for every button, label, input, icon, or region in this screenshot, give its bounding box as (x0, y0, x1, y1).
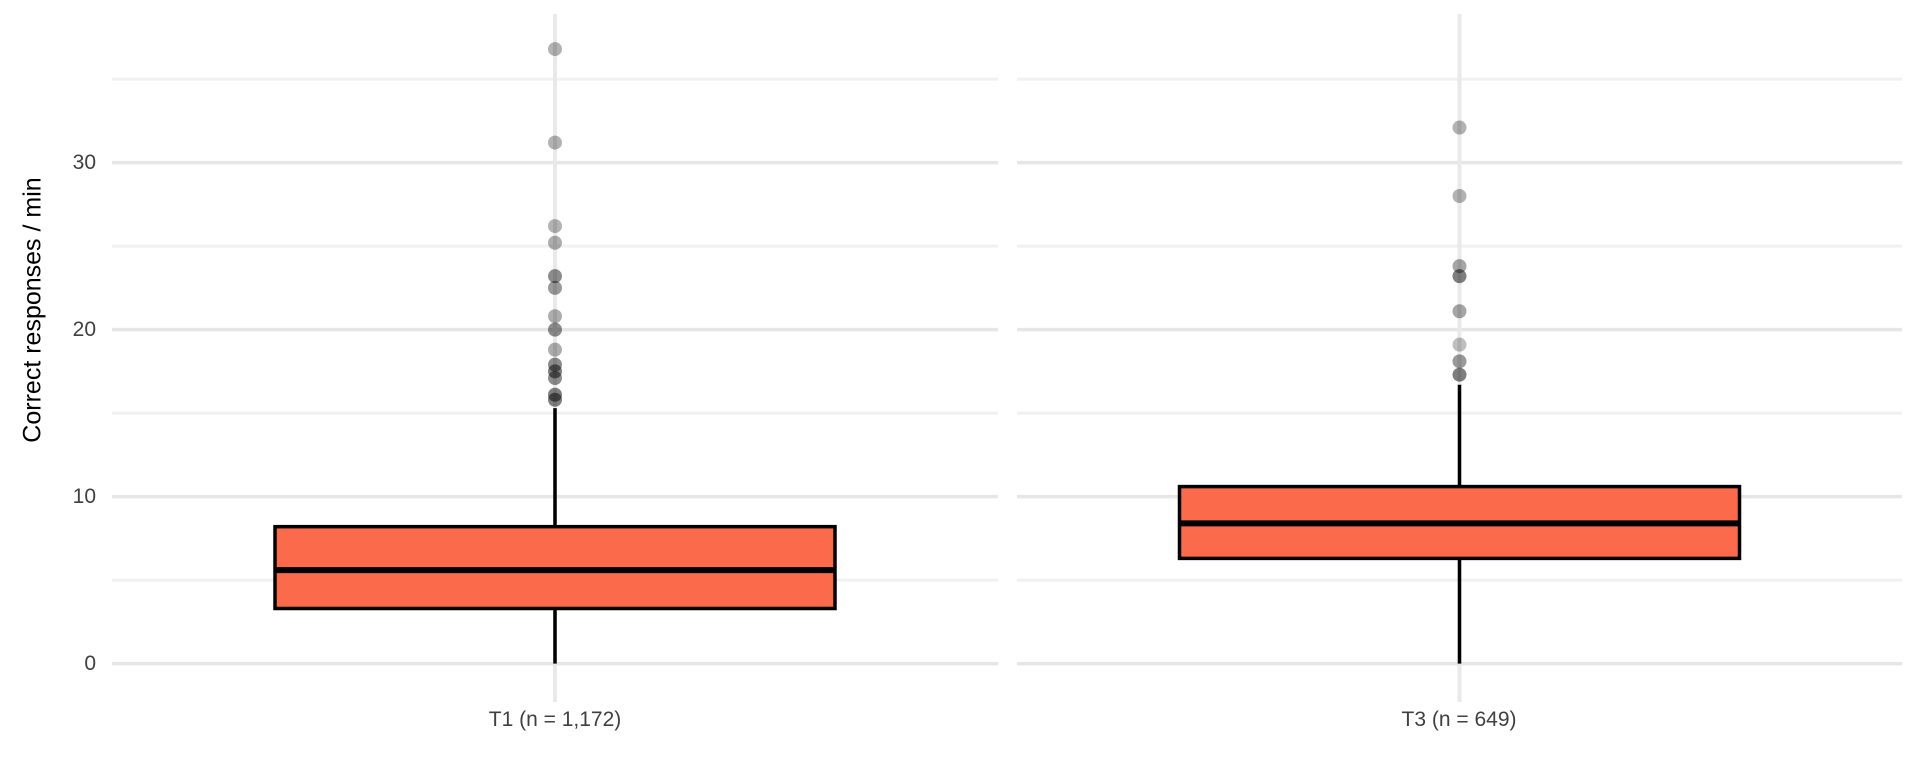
y-tick-label: 0 (84, 651, 96, 675)
outlier-point (1452, 337, 1467, 352)
y-axis-title: Correct responses / min (18, 177, 47, 443)
outlier-point (548, 309, 562, 324)
y-tick-label: 20 (72, 317, 96, 341)
x-axis-label-t3: T3 (n = 649) (1401, 708, 1517, 731)
y-tick-label: 10 (72, 484, 96, 508)
outlier-point (548, 269, 562, 284)
x-axis-label-t1: T1 (n = 1,172) (488, 708, 622, 731)
outlier-point (548, 42, 562, 57)
outlier-point (548, 219, 562, 234)
outlier-point (548, 322, 562, 337)
y-tick-label: 30 (72, 150, 96, 174)
outlier-point (548, 392, 562, 407)
outlier-point (548, 342, 562, 357)
outlier-point (548, 371, 562, 386)
outlier-point (1452, 367, 1467, 382)
outlier-point (548, 135, 562, 150)
outlier-point (1452, 259, 1467, 274)
outlier-point (1452, 120, 1467, 135)
outlier-point (548, 280, 562, 295)
outlier-point (548, 235, 562, 250)
outlier-point (1452, 269, 1467, 284)
outlier-point (1452, 304, 1467, 319)
outlier-point (1452, 189, 1467, 204)
outlier-point (548, 364, 562, 379)
outlier-point (1452, 354, 1467, 369)
